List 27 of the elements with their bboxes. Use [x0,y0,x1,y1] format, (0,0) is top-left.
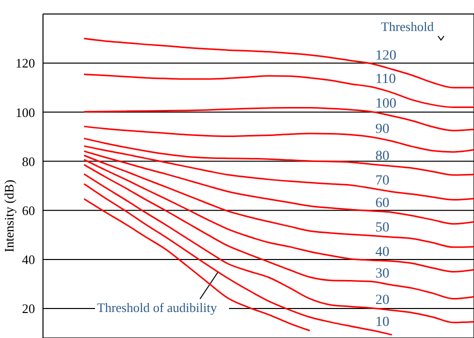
series-label: 120 [375,48,396,64]
series-label: 30 [375,266,390,282]
series-label: 20 [375,293,390,308]
line-series [83,138,474,176]
series-label: 10 [375,315,390,330]
annotation: Threshold [381,19,434,34]
y-tick-label: 120 [16,56,35,71]
series-label: 100 [375,96,396,112]
y-tick-label: 80 [22,154,35,169]
y-tick-label: 20 [22,301,35,316]
line-series [83,38,474,88]
series-label: 80 [375,149,390,164]
series-label: 60 [375,196,390,211]
y-axis-title: Intensity (dB) [2,180,17,252]
line-series [83,107,474,132]
annotation: Threshold of audibility [97,300,218,315]
series-label: 110 [375,72,396,87]
y-tick-label: 40 [22,252,35,268]
line-series [83,198,311,332]
series-label: 40 [375,245,390,260]
series-label: 50 [375,220,390,236]
series-label: 70 [375,173,390,188]
series-label: 90 [375,122,390,137]
line-series [83,74,474,108]
y-tick-label: 100 [16,104,35,120]
y-tick-label: 60 [22,202,35,218]
line-series [83,183,393,336]
